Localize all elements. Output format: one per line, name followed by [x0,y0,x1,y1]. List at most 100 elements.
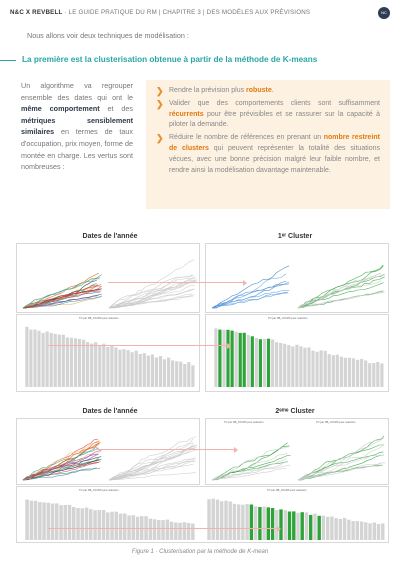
chart-bar [142,353,146,387]
all-dates-bar-chart-1: TO par NB_JOURS pour selection [16,314,200,392]
chart-curve [22,285,98,309]
chart-bar [171,360,175,387]
chart-bar [82,339,86,387]
chart-curve [108,472,196,481]
chart-bar [309,514,313,540]
chart-bar [114,511,118,540]
chart-bar [230,330,234,387]
chart-bar [315,351,319,387]
para-text-3: en termes de taux d'occupation, prix moy… [21,127,133,172]
chart-bar [41,333,45,387]
chart-curve [297,290,384,309]
chart-curve [22,461,101,481]
chart-bar [207,499,211,540]
chart-bar [45,331,49,387]
chart-curve [297,264,384,309]
page-header: N&C X REVBELL · LE GUIDE PRATIQUE DU RM … [0,0,400,26]
chart-bar [46,502,51,540]
chart-bar [279,343,283,387]
chart-bar [359,521,364,540]
chart-curve [297,439,383,481]
chart-curve [108,457,196,481]
chart-bar [186,522,191,540]
chart-bar [295,344,299,387]
cluster-2-curves-chart: TO par NB_JOURS pour selection TO par NB… [205,418,389,485]
chart-bar [63,505,67,540]
chart-bar [77,339,82,387]
chevron-right-icon: ❯ [156,133,164,144]
chart-bar [174,522,178,540]
chart-bar [228,501,232,540]
all-dates-curves-chart-2 [16,418,200,485]
chart-curve [297,462,386,481]
chart-bar [258,507,262,540]
chart-bar [303,347,307,387]
chart-bar [98,345,102,387]
chart-bar [232,503,237,540]
chart-curve [211,281,290,309]
chart-curve [108,445,198,481]
chart-bar [355,521,359,540]
chart-bar [33,329,37,387]
chart-bar [381,523,385,540]
benefit-item: ❯ Valider que des comportements clients s… [156,99,380,131]
chart-curve [22,467,101,481]
chart-bar [262,506,266,540]
chart-bar [300,512,304,540]
chart-bar [283,510,287,540]
chart-bar [154,357,158,387]
arrow-icon [92,445,238,455]
chart-bar [283,343,287,387]
chart-curve [211,273,287,309]
section-accent-line [0,60,16,62]
chart-bar [29,500,34,540]
description-paragraph: Un algorithme va regrouper ensemble des … [21,80,133,173]
chart-curve [108,447,195,481]
chart-curve [297,273,386,309]
chart-bar [175,361,179,387]
chart-bar [249,504,254,540]
chart-bar [123,513,127,540]
chart-bar [266,507,270,540]
chart-bar [226,329,230,387]
chart-curve [22,450,101,481]
chart-bar [360,359,364,387]
chart-curve [108,444,197,481]
chart-bar [368,523,372,540]
chart-bar [287,345,291,387]
chart-bar [321,515,326,540]
chart-bar [319,350,323,387]
chart-bar [218,329,222,387]
chart-bar [122,349,126,387]
chart-bar [224,500,228,540]
chart-bar [191,365,195,387]
chart-bar [342,517,347,540]
chart-curve [109,288,195,309]
figure-title-cluster-1: 1ᵉʳ Cluster [277,233,313,240]
chart-bar [178,522,182,540]
chart-bar [296,512,300,540]
chart-bar [152,519,157,540]
chart-curve [297,282,384,309]
chart-bar [183,364,187,387]
brand-logo-icon: NC [378,7,390,19]
chart-bar [279,509,283,540]
chart-curve [297,272,381,309]
chart-curve [108,259,195,309]
chart-bar [214,328,218,387]
chart-bar [130,352,134,387]
benefit-text-end: pour être prévisibles et se rassurer sur… [169,110,380,129]
chart-bar [304,512,309,540]
chart-bar [351,358,356,387]
chart-bar [307,347,311,387]
chart-bar [165,519,170,540]
benefit-text-end: . [271,87,274,94]
chart-bar [162,359,167,387]
para-text-2: et des [99,104,134,114]
chart-bar [101,510,106,540]
chart-bar [287,511,292,540]
chart-curve [211,290,290,309]
benefits-callout: ❯ Rendre la prévision plus robuste. ❯ Vali… [146,80,390,209]
chart-curve [22,291,101,309]
chart-bar [266,338,271,387]
